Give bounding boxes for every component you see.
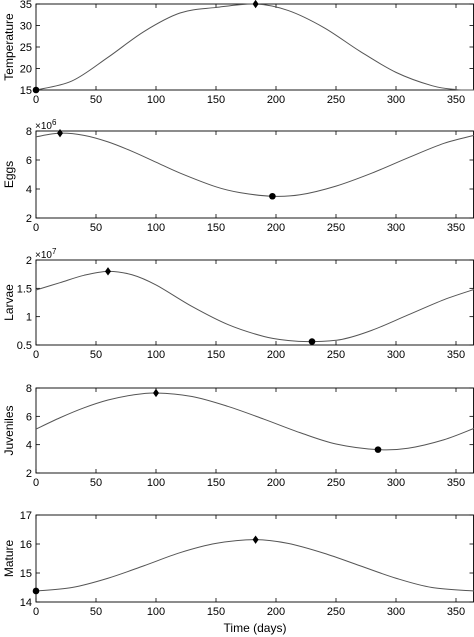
y-axis-label: Juveniles — [2, 405, 16, 455]
y-tick-label: 1 — [26, 312, 32, 324]
x-tick-label: 50 — [90, 349, 102, 361]
x-tick-label: 200 — [267, 349, 285, 361]
y-tick-label: 15 — [20, 85, 32, 97]
x-tick-label: 100 — [147, 222, 165, 234]
x-tick-label: 250 — [327, 606, 345, 618]
panel-mature: 0 50 100 150 200 250 300 350 14 15 16 17 Mature — [2, 510, 474, 618]
y-tick-label: 8 — [26, 126, 32, 138]
y-axis-label: Mature — [2, 540, 16, 578]
x-tick-label: 150 — [207, 606, 225, 618]
x-tick-label: 350 — [447, 94, 465, 106]
series-line — [35, 270, 474, 343]
y-axis-label: Temperature — [2, 13, 16, 81]
max-marker — [105, 267, 111, 276]
y-tick-label: 30 — [20, 21, 32, 33]
axes-box — [35, 259, 474, 346]
axes-box — [35, 130, 474, 219]
max-marker — [252, 535, 259, 544]
min-marker — [32, 86, 40, 94]
min-marker — [32, 587, 40, 595]
y-tick-label: 14 — [20, 597, 32, 609]
y-axis-label: Larvae — [2, 284, 16, 321]
y-tick-label: 6 — [26, 411, 32, 423]
y-tick-label: 8 — [26, 383, 32, 395]
y-tick-label: 0.5 — [17, 340, 32, 352]
series-line — [35, 132, 474, 197]
axis-multiplier: ×107 — [35, 247, 57, 261]
x-tick-label: 250 — [327, 222, 345, 234]
x-tick-label: 50 — [90, 222, 102, 234]
x-tick-label: 300 — [387, 477, 405, 489]
x-tick-label: 350 — [447, 349, 465, 361]
x-tick-label: 200 — [267, 222, 285, 234]
max-marker — [153, 388, 159, 398]
x-tick-label: 0 — [33, 222, 39, 234]
x-tick-label: 250 — [327, 94, 345, 106]
min-marker — [269, 192, 276, 200]
x-tick-label: 250 — [327, 349, 345, 361]
panel-eggs: 0 50 100 150 200 250 300 350 2 4 6 8 Eggs ×106 — [2, 118, 474, 234]
y-tick-label: 2 — [26, 213, 32, 225]
max-marker — [57, 128, 63, 138]
panel-larvae: 0 50 100 150 200 250 300 350 0.5 1 1.5 2 Larvae ×107 — [2, 247, 474, 361]
min-marker — [374, 446, 382, 453]
axis-multiplier: ×106 — [35, 118, 57, 132]
y-tick-label: 1.5 — [17, 283, 32, 295]
x-tick-label: 0 — [33, 349, 39, 361]
x-tick-label: 250 — [327, 477, 345, 489]
x-tick-label: 150 — [207, 94, 225, 106]
x-tick-label: 50 — [90, 477, 102, 489]
x-tick-label: 50 — [90, 606, 102, 618]
series-line — [35, 539, 474, 592]
x-tick-label: 100 — [147, 477, 165, 489]
x-tick-label: 350 — [447, 606, 465, 618]
y-axis-label: Eggs — [2, 161, 16, 188]
axes-box — [35, 514, 474, 603]
x-tick-label: 150 — [207, 222, 225, 234]
x-tick-label: 200 — [267, 94, 285, 106]
panels: 0 50 100 150 200 250 300 3501520253035Temperatu… — [2, 0, 474, 618]
y-tick-label: 35 — [20, 0, 32, 11]
x-tick-label: 0 — [33, 477, 39, 489]
x-tick-label: 300 — [387, 349, 405, 361]
max-marker — [252, 0, 259, 9]
series-line — [35, 3, 474, 91]
x-tick-label: 150 — [207, 477, 225, 489]
y-tick-label: 16 — [20, 539, 32, 551]
x-tick-label: 0 — [33, 606, 39, 618]
panel-temperature: 0 50 100 150 200 250 300 350 15 20 25 30 35 Temperatu… — [2, 0, 474, 106]
x-tick-label: 100 — [147, 606, 165, 618]
x-tick-label: 100 — [147, 349, 165, 361]
x-tick-label: 0 — [33, 94, 39, 106]
y-tick-label: 2 — [26, 468, 32, 480]
y-tick-label: 4 — [26, 184, 32, 196]
x-tick-label: 200 — [267, 477, 285, 489]
x-tick-label: 300 — [387, 94, 405, 106]
x-tick-label: 300 — [387, 222, 405, 234]
y-tick-label: 15 — [20, 568, 32, 580]
y-tick-label: 2 — [26, 255, 32, 267]
axes-box — [35, 387, 474, 474]
x-tick-label: 50 — [90, 94, 102, 106]
x-tick-label: 100 — [147, 94, 165, 106]
x-tick-label: 200 — [267, 606, 285, 618]
x-tick-label: 150 — [207, 349, 225, 361]
y-tick-label: 25 — [20, 42, 32, 54]
x-tick-label: 350 — [447, 222, 465, 234]
panel-juveniles: 0 50 100 150 200 250 300 350 2 4 6 8 Juveniles — [2, 383, 474, 489]
series-line — [35, 392, 474, 451]
y-tick-label: 20 — [20, 64, 32, 76]
y-tick-label: 4 — [26, 440, 32, 452]
y-tick-label: 17 — [20, 510, 32, 522]
x-tick-label: 300 — [387, 606, 405, 618]
x-axis-label: Time (days) — [224, 621, 287, 635]
y-tick-label: 6 — [26, 155, 32, 167]
min-marker — [308, 338, 316, 345]
x-tick-label: 350 — [447, 477, 465, 489]
